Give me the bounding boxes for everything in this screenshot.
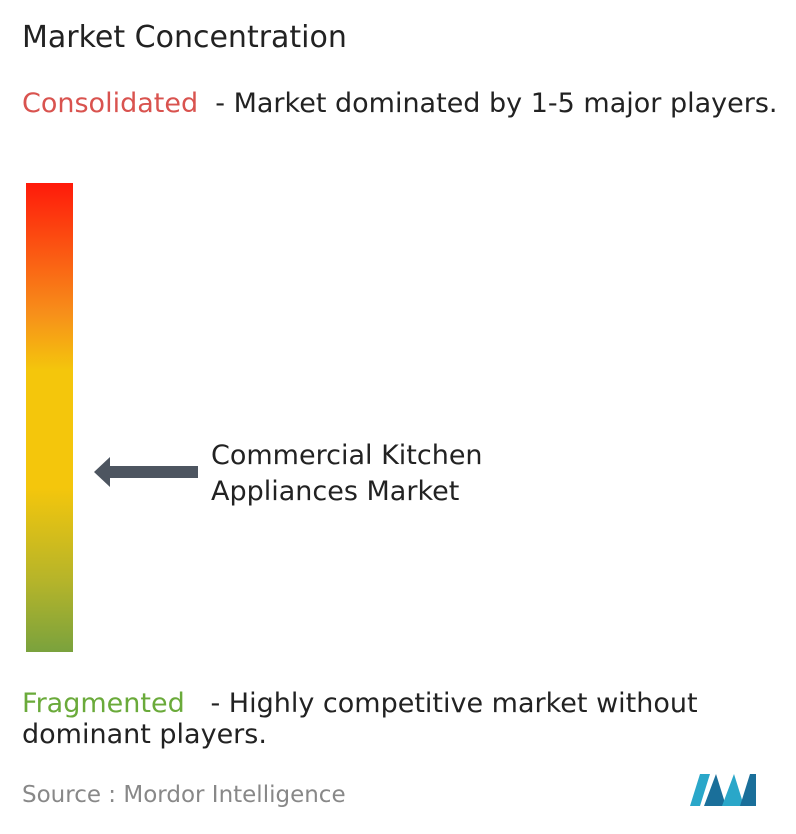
concentration-scale	[26, 183, 73, 652]
source-label: Source :	[22, 782, 117, 808]
source: Source : Mordor Intelligence	[22, 782, 346, 808]
title: Market Concentration	[22, 20, 347, 55]
consolidated-description: - Market dominated by 1-5 major players.	[215, 88, 778, 119]
fragmented-description: - Highly competitive market without domi…	[22, 688, 698, 750]
logo	[690, 774, 756, 806]
fragmented-legend: Fragmented - Highly competitive market w…	[22, 688, 782, 750]
fragmented-label: Fragmented	[22, 688, 185, 719]
consolidated-label: Consolidated	[22, 88, 199, 119]
arrow	[94, 457, 198, 487]
consolidated-legend: Consolidated - Market dominated by 1-5 m…	[22, 88, 782, 119]
source-name: Mordor Intelligence	[123, 782, 346, 808]
market-label: Commercial Kitchen Appliances Market	[211, 440, 483, 507]
